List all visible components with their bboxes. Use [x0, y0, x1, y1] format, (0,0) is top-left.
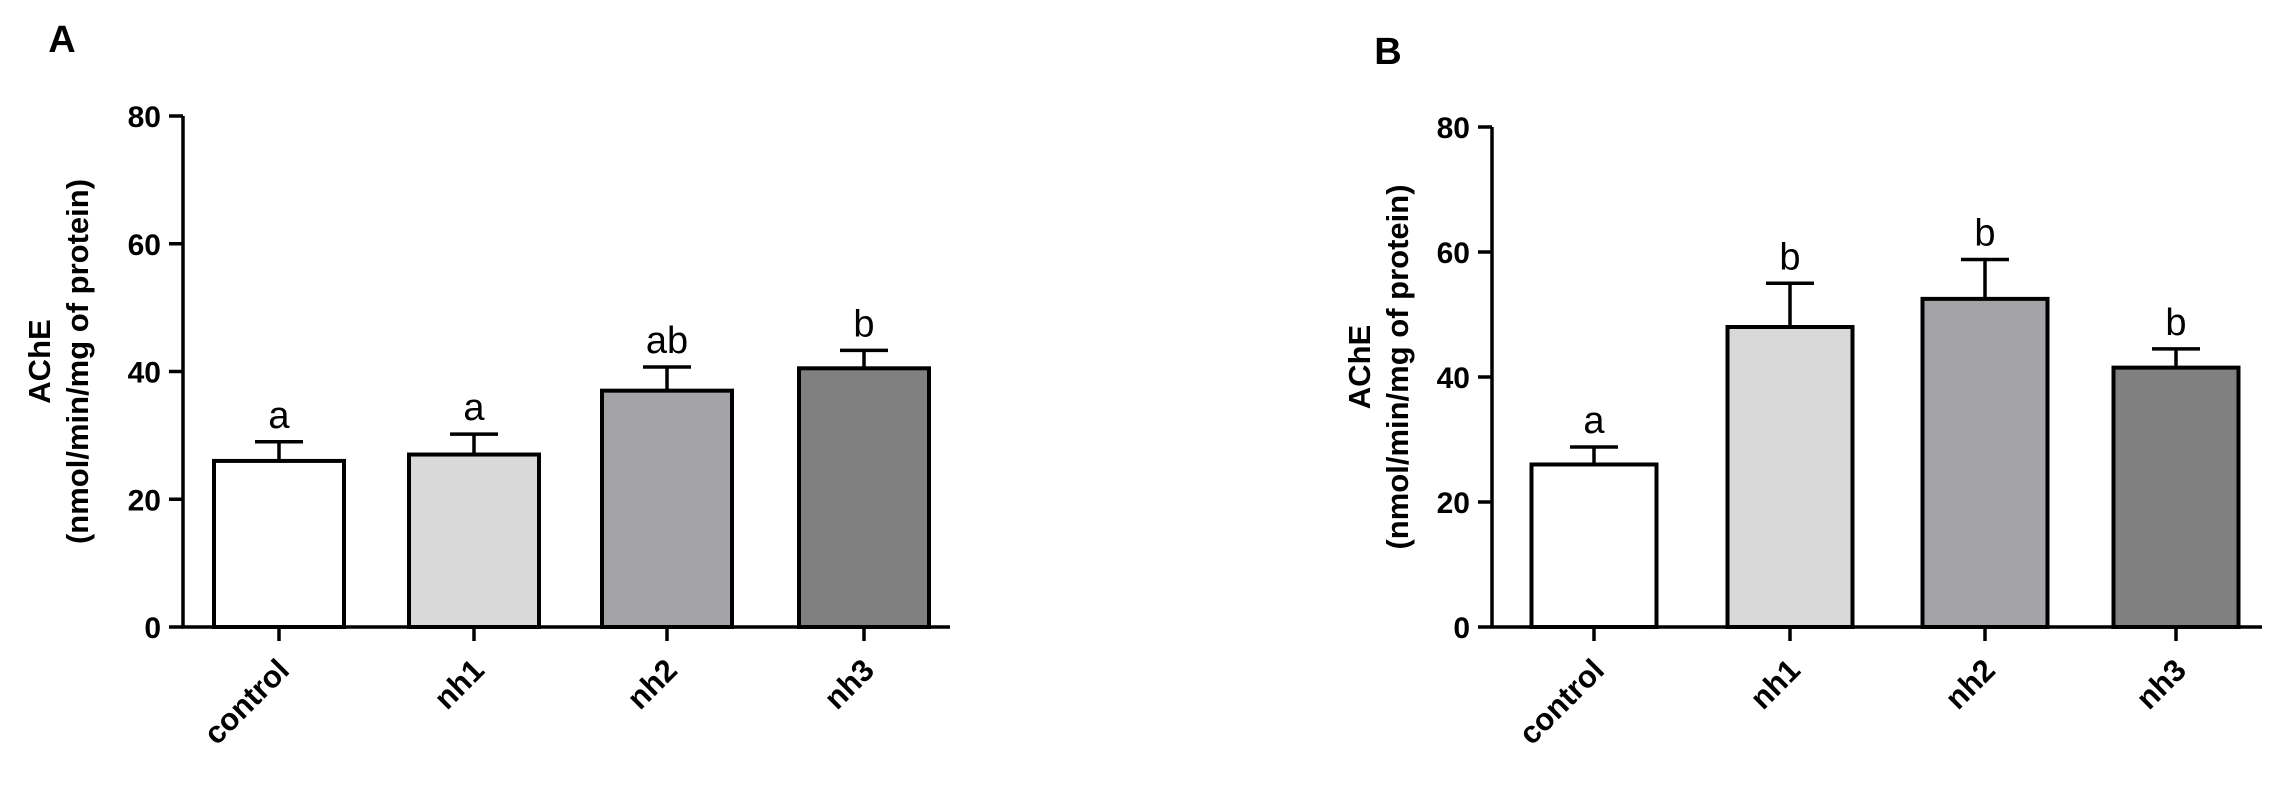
- y-axis-label-line2: (nmol/min/mg of protein): [60, 179, 95, 544]
- bar: [797, 366, 931, 629]
- category-label: nh2: [1938, 652, 2002, 716]
- bar: [600, 388, 734, 629]
- category-label: control: [1512, 652, 1611, 751]
- bar: [2111, 365, 2241, 629]
- y-axis-label-line1: AChE: [1342, 325, 1377, 409]
- significance-label: a: [1583, 400, 1605, 442]
- y-tick-label: 20: [128, 484, 161, 517]
- significance-label: b: [853, 303, 874, 345]
- panel-letter: B: [1374, 31, 1401, 73]
- bar: [1725, 325, 1855, 629]
- bar: [407, 452, 541, 629]
- category-label: nh3: [2129, 652, 2193, 716]
- category-label: nh3: [817, 652, 881, 716]
- significance-label: a: [268, 395, 290, 437]
- y-tick-label: 0: [144, 612, 161, 645]
- category-label: control: [197, 652, 296, 751]
- panel-a: A AChE (nmol/min/mg of protein) 0 20 40 60 80 a c…: [22, 19, 950, 751]
- bar: [1529, 462, 1659, 629]
- y-tick-label: 60: [1437, 237, 1470, 270]
- category-label: nh1: [1743, 652, 1807, 716]
- y-axis-label-line1: AChE: [22, 319, 57, 403]
- y-tick-label: 80: [1437, 112, 1470, 145]
- y-tick-label: 40: [1437, 362, 1470, 395]
- panel-letter: A: [48, 19, 75, 61]
- y-tick-label: 80: [128, 101, 161, 134]
- category-label: nh2: [620, 652, 684, 716]
- y-tick-label: 40: [128, 357, 161, 390]
- category-label: nh1: [427, 652, 491, 716]
- significance-label: a: [463, 387, 485, 429]
- panel-b: B AChE (nmol/min/mg of protein) 0 20 40 60 80 a c…: [1342, 31, 2262, 751]
- y-tick-label: 60: [128, 229, 161, 262]
- y-tick-label: 0: [1453, 612, 1470, 645]
- significance-label: b: [2165, 302, 2186, 344]
- y-axis-label-line2: (nmol/min/mg of protein): [1380, 184, 1415, 549]
- significance-label: ab: [646, 320, 688, 362]
- significance-label: b: [1779, 236, 1800, 278]
- significance-label: b: [1974, 213, 1995, 255]
- bar: [212, 458, 346, 629]
- bar: [1920, 296, 2050, 629]
- y-tick-label: 20: [1437, 487, 1470, 520]
